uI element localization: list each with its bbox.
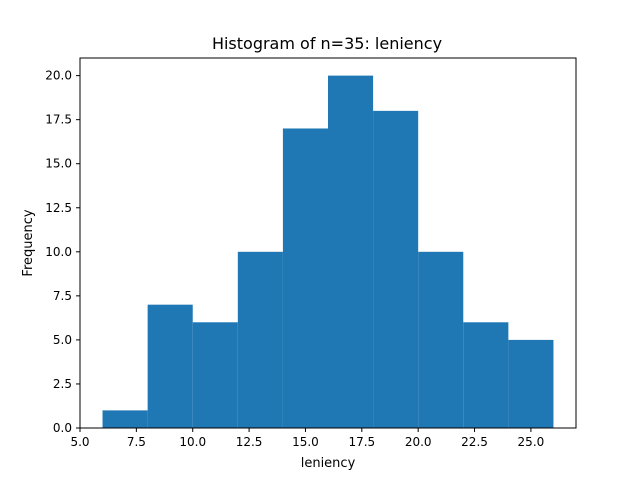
x-tick-label: 22.5: [461, 435, 488, 449]
x-tick-label: 25.0: [518, 435, 545, 449]
y-tick-label: 10.0: [45, 245, 72, 259]
x-tick-label: 20.0: [405, 435, 432, 449]
y-tick-label: 5.0: [53, 333, 72, 347]
x-axis-ticks: 5.0 7.5 10.0 12.5 15.0 17.5 20.0 22.5 25.0: [70, 428, 544, 449]
plot-frame: [79, 57, 577, 429]
y-tick-label: 15.0: [45, 157, 72, 171]
histogram-bar: [192, 322, 238, 428]
histogram-bar: [508, 339, 554, 428]
histogram-bar: [463, 322, 509, 428]
x-tick-label: 12.5: [236, 435, 263, 449]
bars-group: [102, 75, 554, 428]
x-tick-label: 17.5: [348, 435, 375, 449]
y-axis-label: Frequency: [21, 209, 36, 276]
y-tick-label: 7.5: [53, 289, 72, 303]
y-tick-label: 12.5: [45, 201, 72, 215]
histogram-bar: [328, 75, 374, 428]
histogram-bar: [373, 110, 419, 428]
y-tick-label: 2.5: [53, 377, 72, 391]
histogram-bar: [237, 251, 283, 428]
x-tick-label: 7.5: [127, 435, 146, 449]
chart-title: Histogram of n=35: leniency: [212, 34, 442, 53]
y-tick-label: 17.5: [45, 113, 72, 127]
histogram-bar: [147, 304, 193, 428]
histogram-bar: [102, 410, 148, 428]
x-tick-label: 10.0: [179, 435, 206, 449]
y-tick-label: 0.0: [53, 421, 72, 435]
y-tick-label: 20.0: [45, 69, 72, 83]
x-tick-label: 5.0: [70, 435, 89, 449]
histogram-bar: [418, 251, 464, 428]
x-axis-label: leniency: [301, 456, 356, 471]
x-tick-label: 15.0: [292, 435, 319, 449]
y-axis-ticks: 0.0 2.5 5.0 7.5 10.0 12.5 15.0 17.5 20.0: [45, 69, 80, 435]
histogram-bar: [282, 128, 328, 428]
